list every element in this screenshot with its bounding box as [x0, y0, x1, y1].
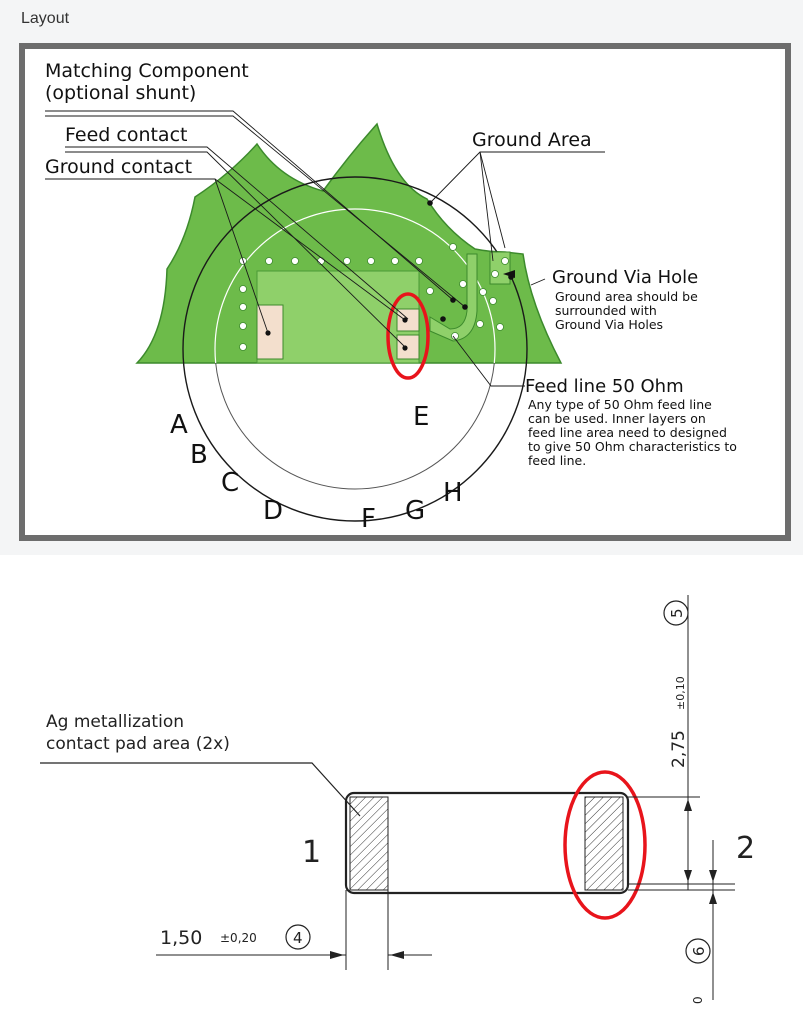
- feed-contact-label: Feed contact: [65, 124, 187, 146]
- component-drawing: Ag metallization contact pad area (2x) 1…: [0, 555, 803, 1024]
- layout-diagram-frame: Matching Component (optional shunt) Feed…: [19, 43, 791, 541]
- leader-dots: [427, 200, 514, 322]
- feed-line-note-2: can be used. Inner layers on: [528, 411, 706, 426]
- metallization-label-line2: contact pad area (2x): [46, 734, 230, 754]
- height-ref-number: 5: [668, 608, 686, 618]
- outer-radiation-circle: [182, 176, 528, 522]
- feed-line-note-1: Any type of 50 Ohm feed line: [528, 397, 712, 412]
- position-letter-d: D: [263, 496, 283, 526]
- height-ref-circle: [663, 600, 689, 626]
- position-letter-e: E: [413, 402, 429, 432]
- contact-pad-1: [349, 796, 389, 891]
- inner-radiation-circle-lower: [215, 363, 495, 490]
- pad-highlight-ellipse: [563, 770, 647, 920]
- pad-width-ref-number: 4: [293, 929, 303, 947]
- contact-pad-2: [584, 796, 624, 891]
- metallization-leader: [40, 762, 361, 817]
- ground-via-note-2: surrounded with: [555, 303, 657, 318]
- section-label: Layout: [21, 10, 70, 27]
- ground-via-note-1: Ground area should be: [555, 289, 698, 304]
- ground-via-hole-label: Ground Via Hole: [552, 267, 698, 288]
- position-letter-h: H: [443, 478, 463, 508]
- leader-lines: [45, 110, 605, 387]
- feed-line-note-3: feed line area need to designed: [528, 425, 727, 440]
- matching-component-sub-label: (optional shunt): [45, 82, 196, 104]
- feed-line-note-4: to give 50 Ohm characteristics to: [528, 439, 737, 454]
- component-body: [344, 791, 630, 895]
- pad-width-tolerance: ±0,20: [220, 931, 257, 945]
- terminal-1-label: 1: [302, 835, 321, 870]
- antenna-area: [256, 270, 420, 364]
- metallization-label-line1: Ag metallization: [46, 712, 184, 732]
- ground-via-note-3: Ground Via Holes: [555, 317, 663, 332]
- pad-width-ref-circle: [285, 924, 311, 950]
- pad-width-value: 1,50: [160, 927, 202, 949]
- gap-ref-circle: [685, 938, 711, 964]
- terminal-2-label: 2: [736, 831, 755, 866]
- height-dimension-tolerance: ±0,10: [674, 676, 687, 710]
- layout-section: Layout: [0, 0, 803, 555]
- cut-off-digit: 0: [691, 996, 705, 1004]
- position-letter-b: B: [190, 440, 208, 470]
- layout-diagram: Matching Component (optional shunt) Feed…: [45, 60, 737, 534]
- feed-line-note-5: feed line.: [528, 453, 586, 468]
- position-letter-a: A: [170, 410, 188, 440]
- position-letter-c: C: [221, 468, 239, 498]
- ground-area-label: Ground Area: [472, 129, 592, 151]
- component-drawing-svg: Ag metallization contact pad area (2x) 1…: [40, 595, 755, 1004]
- feed-line-label: Feed line 50 Ohm: [525, 376, 684, 397]
- gap-ref-number: 6: [690, 946, 708, 956]
- ground-contact-label: Ground contact: [45, 156, 192, 178]
- highlight-ellipse: [386, 292, 430, 380]
- ground-via-holes: [239, 243, 509, 351]
- feed-line-trace: [429, 253, 478, 342]
- position-letter-g: G: [405, 496, 425, 526]
- inner-radiation-circle: [214, 208, 496, 363]
- ground-via-strip: [489, 251, 511, 285]
- matching-component-label: Matching Component: [45, 60, 249, 82]
- height-dimension-value: 2,75: [669, 730, 689, 768]
- position-letter-f: F: [361, 504, 376, 534]
- feed-contact-pad: [396, 334, 420, 360]
